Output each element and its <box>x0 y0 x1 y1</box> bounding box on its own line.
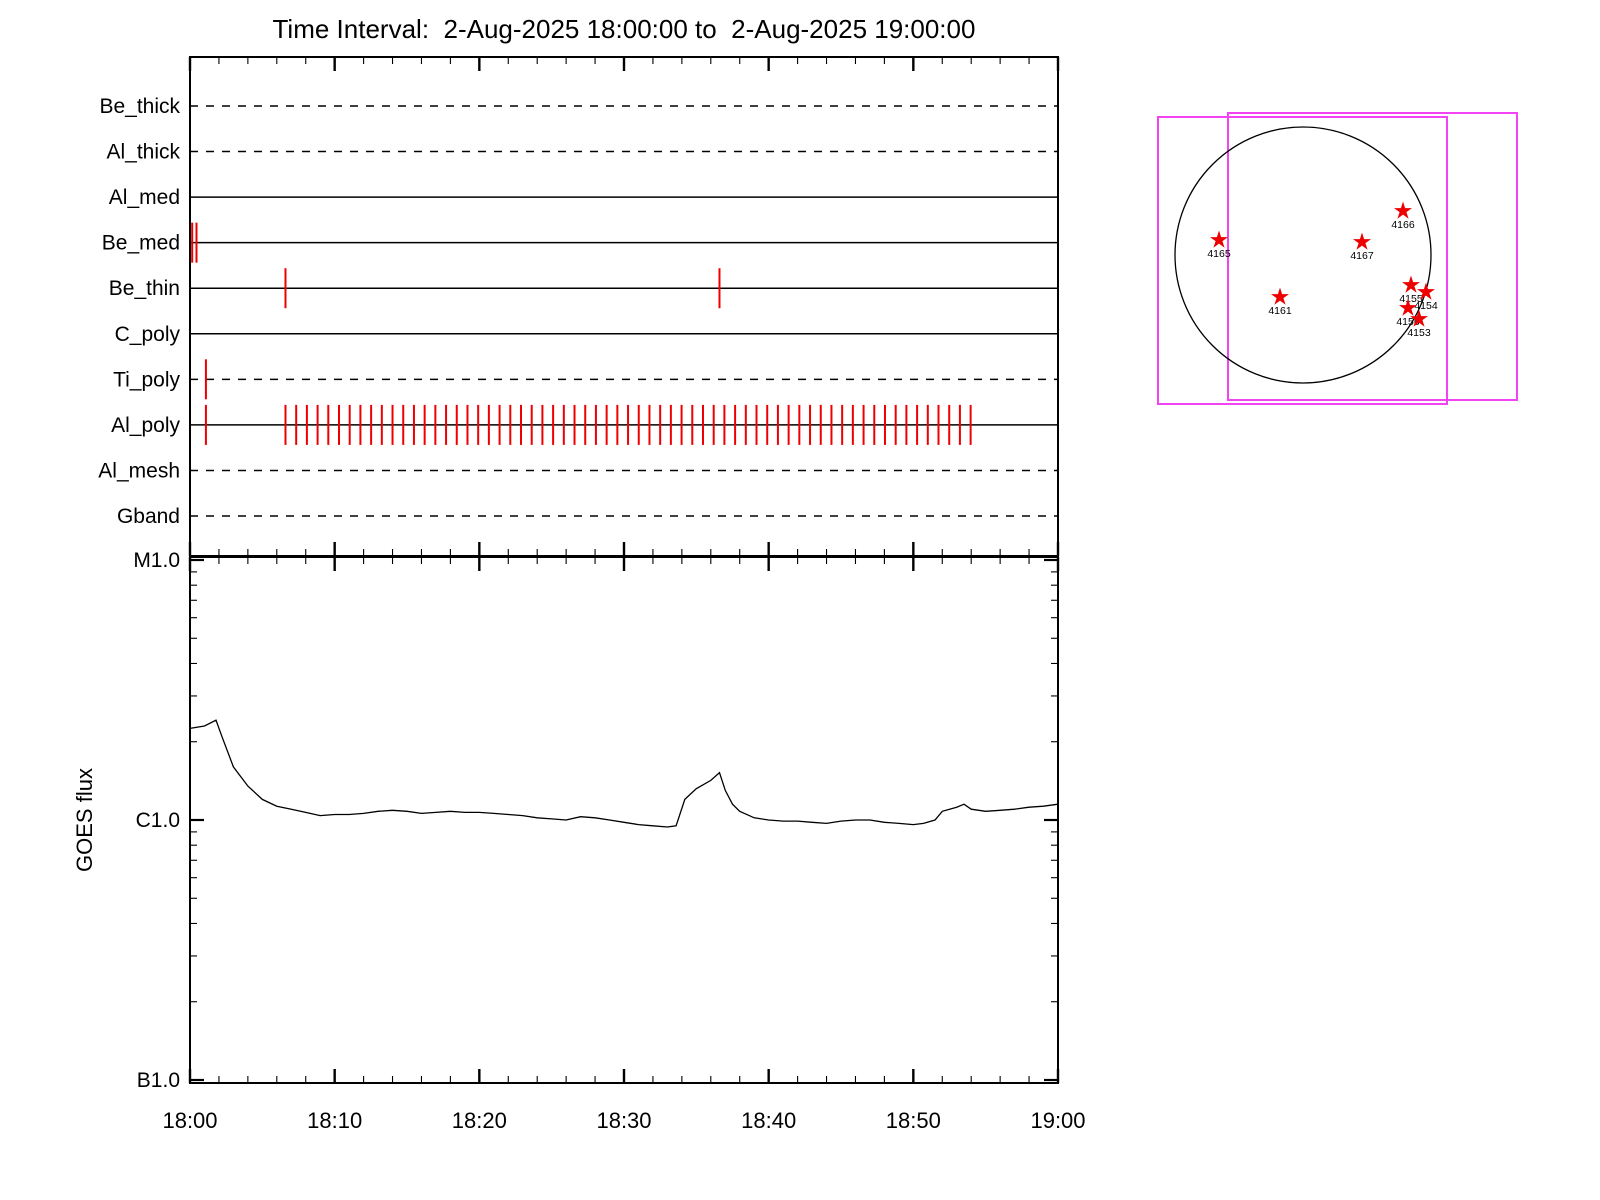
active-region-star <box>1353 232 1371 250</box>
active-region-label: 4154 <box>1414 300 1438 312</box>
goes-y-tick-label: B1.0 <box>137 1069 180 1092</box>
active-region-star <box>1271 287 1289 305</box>
active-region-label: 4156 <box>1396 316 1420 328</box>
goes-flux-line <box>189 719 1059 828</box>
goes-x-tick-label: 18:40 <box>741 1108 796 1133</box>
solar-disk <box>1174 126 1432 384</box>
filter-label: Be_thick <box>99 95 180 118</box>
goes-x-tick-label: 18:00 <box>162 1108 217 1133</box>
filter-label: Al_mesh <box>98 459 180 482</box>
filter-label: Gband <box>117 505 180 528</box>
goes-y-axis-label: GOES flux <box>72 768 97 872</box>
active-region-label: 4166 <box>1391 219 1415 231</box>
filter-label: C_poly <box>115 323 181 346</box>
timeline-panel-border <box>189 56 1059 557</box>
active-region-star <box>1410 309 1428 327</box>
active-region-label: 4167 <box>1350 250 1374 262</box>
active-region-star <box>1210 230 1228 248</box>
active-region-star <box>1402 275 1420 293</box>
active-region-label: 4155 <box>1399 293 1423 305</box>
filter-label: Al_med <box>109 186 180 209</box>
filter-label: Be_thin <box>109 277 180 300</box>
goes-x-tick-label: 18:30 <box>596 1108 651 1133</box>
goes-y-tick-label: C1.0 <box>136 809 180 832</box>
filter-label: Be_med <box>102 232 180 255</box>
goes-y-tick-label: M1.0 <box>133 549 180 572</box>
fov-box <box>1227 112 1518 401</box>
filter-label: Ti_poly <box>113 368 180 391</box>
active-region-star <box>1399 298 1417 316</box>
goes-x-tick-label: 18:20 <box>452 1108 507 1133</box>
active-region-label: 4161 <box>1268 305 1292 317</box>
active-region-label: 4153 <box>1407 327 1431 339</box>
filter-label: Al_poly <box>111 414 180 437</box>
goes-panel-border <box>189 556 1059 1084</box>
active-region-star <box>1417 282 1435 300</box>
goes-x-tick-label: 18:10 <box>307 1108 362 1133</box>
filter-label: Al_thick <box>106 141 180 164</box>
goes-x-tick-label: 19:00 <box>1030 1108 1085 1133</box>
figure-title: Time Interval: 2-Aug-2025 18:00:00 to 2-… <box>272 14 976 44</box>
goes-x-tick-label: 18:50 <box>886 1108 941 1133</box>
active-region-star <box>1394 201 1412 219</box>
fov-box <box>1157 116 1448 405</box>
active-region-label: 4165 <box>1207 248 1231 260</box>
